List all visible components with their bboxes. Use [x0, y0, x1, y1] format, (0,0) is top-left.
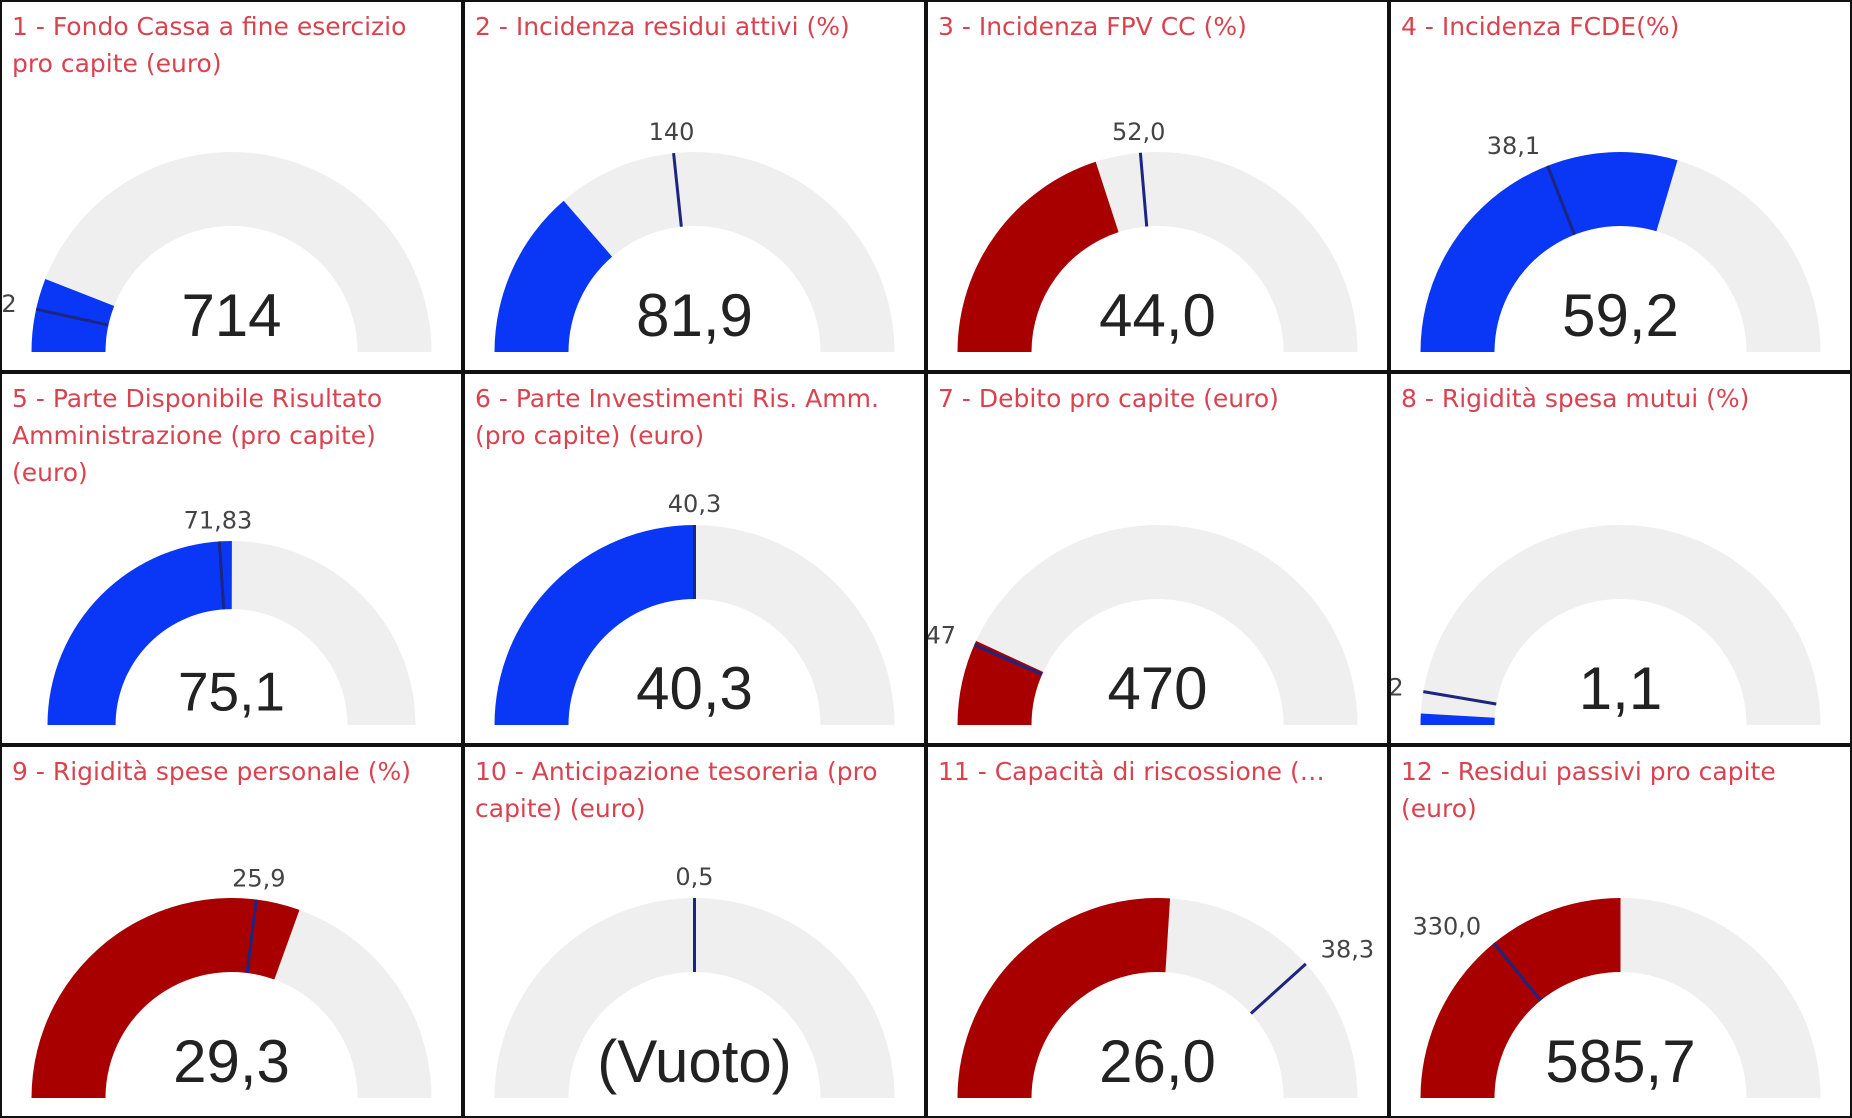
gauge-card: 9 - Rigidità spese personale (%) 25,9 29,3: [0, 745, 463, 1118]
target-label: 71,83: [184, 506, 253, 534]
gauge: 71,83 75,1: [47, 506, 416, 725]
gauge-card: 4 - Incidenza FCDE(%) 38,1 59,2: [1389, 0, 1852, 372]
target-line: [1249, 962, 1307, 1015]
gauge-value: 470: [1107, 655, 1207, 722]
target-line: [35, 307, 109, 327]
target-label: 38,1: [1487, 132, 1540, 160]
gauge-title: 7 - Debito pro capite (euro): [938, 384, 1279, 413]
gauge-fill: [1420, 713, 1495, 725]
gauge-value: (Vuoto): [597, 1028, 792, 1095]
target-label: 447: [928, 622, 956, 650]
gauge-fill: [957, 898, 1171, 1098]
gauge-title: 12 - Residui passivi pro capite (euro): [1401, 757, 1776, 823]
gauge-value: 44,0: [1099, 282, 1216, 349]
gauge-title: 11 - Capacità di riscossione (…: [938, 757, 1325, 786]
target-label: 52,0: [1112, 118, 1165, 146]
gauge-card: 7 - Debito pro capite (euro) 447 470: [926, 372, 1389, 745]
target-line: [973, 643, 1043, 676]
gauge-value: 714: [181, 282, 281, 349]
gauge: 25,9 29,3: [31, 865, 432, 1098]
gauge-value: 585,7: [1545, 1028, 1695, 1095]
gauge-card: 2 - Incidenza residui attivi (%) 140 81,9: [463, 0, 926, 372]
target-label: 330,0: [1412, 913, 1481, 941]
gauge-title: 3 - Incidenza FPV CC (%): [938, 12, 1247, 41]
gauge-title: 2 - Incidenza residui attivi (%): [475, 12, 850, 41]
gauge-range: [957, 525, 1358, 725]
gauge: 52,0 44,0: [957, 118, 1358, 352]
gauge-card: 3 - Incidenza FPV CC (%) 52,0 44,0: [926, 0, 1389, 372]
gauge-range: [1420, 525, 1821, 725]
gauge-fill: [957, 640, 1044, 725]
gauge-card: 5 - Parte Disponibile Risultato Amminist…: [0, 372, 463, 745]
gauge: 447 470: [928, 525, 1358, 725]
gauge-card: 8 - Rigidità spesa mutui (%) 3,2 1,1: [1389, 372, 1852, 745]
gauge-title: 5 - Parte Disponibile Risultato Amminist…: [12, 384, 383, 487]
gauge-card: 10 - Anticipazione tesoreria (pro capite…: [463, 745, 926, 1118]
gauge-value: 1,1: [1579, 655, 1662, 722]
target-line: [1423, 690, 1497, 706]
gauge: 412 714: [2, 152, 432, 352]
gauge-fill: [47, 541, 232, 725]
target-label: 140: [649, 118, 695, 146]
gauge: 3,2 1,1: [1391, 525, 1821, 725]
gauge-range: [494, 152, 895, 352]
gauge-card: 12 - Residui passivi pro capite (euro) 33…: [1389, 745, 1852, 1118]
gauge-fill: [1420, 898, 1621, 1098]
target-label: 3,2: [1391, 673, 1404, 701]
gauge: 40,3 40,3: [494, 490, 895, 725]
gauge: 0,5 (Vuoto): [494, 863, 895, 1098]
target-label: 38,3: [1321, 935, 1374, 963]
gauge-card: 11 - Capacità di riscossione (… 38,3 26,0: [926, 745, 1389, 1118]
gauge-value: 81,9: [636, 282, 753, 349]
gauge-card: 6 - Parte Investimenti Ris. Amm. (pro ca…: [463, 372, 926, 745]
target-label: 25,9: [232, 865, 285, 893]
target-label: 0,5: [675, 863, 713, 891]
gauge-fill: [31, 278, 115, 352]
gauge-range: [31, 152, 432, 352]
target-label: 40,3: [668, 490, 721, 518]
gauge: 330,0 585,7: [1412, 898, 1821, 1098]
gauge-fill: [494, 525, 695, 725]
gauge: 38,3 26,0: [957, 898, 1374, 1098]
gauge: 38,1 59,2: [1420, 132, 1821, 352]
gauge-value: 26,0: [1099, 1028, 1216, 1095]
target-line: [1546, 165, 1576, 236]
gauge-title: 8 - Rigidità spesa mutui (%): [1401, 384, 1750, 413]
gauge-fill: [31, 898, 300, 1098]
gauge-range: [494, 898, 895, 1098]
gauge: 140 81,9: [494, 118, 895, 352]
target-label: 412: [2, 290, 17, 318]
gauge-title: 4 - Incidenza FCDE(%): [1401, 12, 1680, 41]
target-line: [672, 152, 683, 227]
gauge-fill: [494, 200, 613, 352]
gauge-title: 6 - Parte Investimenti Ris. Amm. (pro ca…: [475, 384, 879, 450]
target-line: [1138, 152, 1149, 227]
gauge-value: 40,3: [636, 655, 753, 722]
target-line: [217, 541, 226, 610]
gauge-title: 9 - Rigidità spese personale (%): [12, 757, 412, 786]
target-line: [245, 899, 258, 974]
gauge-value: 75,1: [178, 660, 285, 722]
target-line: [1492, 942, 1542, 1002]
gauge-card: 1 - Fondo Cassa a fine esercizio pro cap…: [0, 0, 463, 372]
gauge-value: 29,3: [173, 1028, 290, 1095]
gauge-fill: [957, 161, 1119, 352]
gauge-title: 10 - Anticipazione tesoreria (pro capite…: [475, 757, 878, 823]
gauge-fill: [1420, 152, 1678, 352]
gauge-value: 59,2: [1562, 282, 1679, 349]
gauge-title: 1 - Fondo Cassa a fine esercizio pro cap…: [12, 12, 407, 78]
